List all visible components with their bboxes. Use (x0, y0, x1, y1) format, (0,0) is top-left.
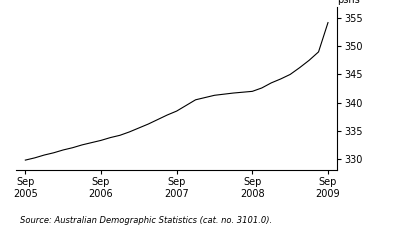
Text: Source: Australian Demographic Statistics (cat. no. 3101.0).: Source: Australian Demographic Statistic… (20, 216, 272, 225)
Y-axis label: psns: psns (337, 0, 360, 5)
